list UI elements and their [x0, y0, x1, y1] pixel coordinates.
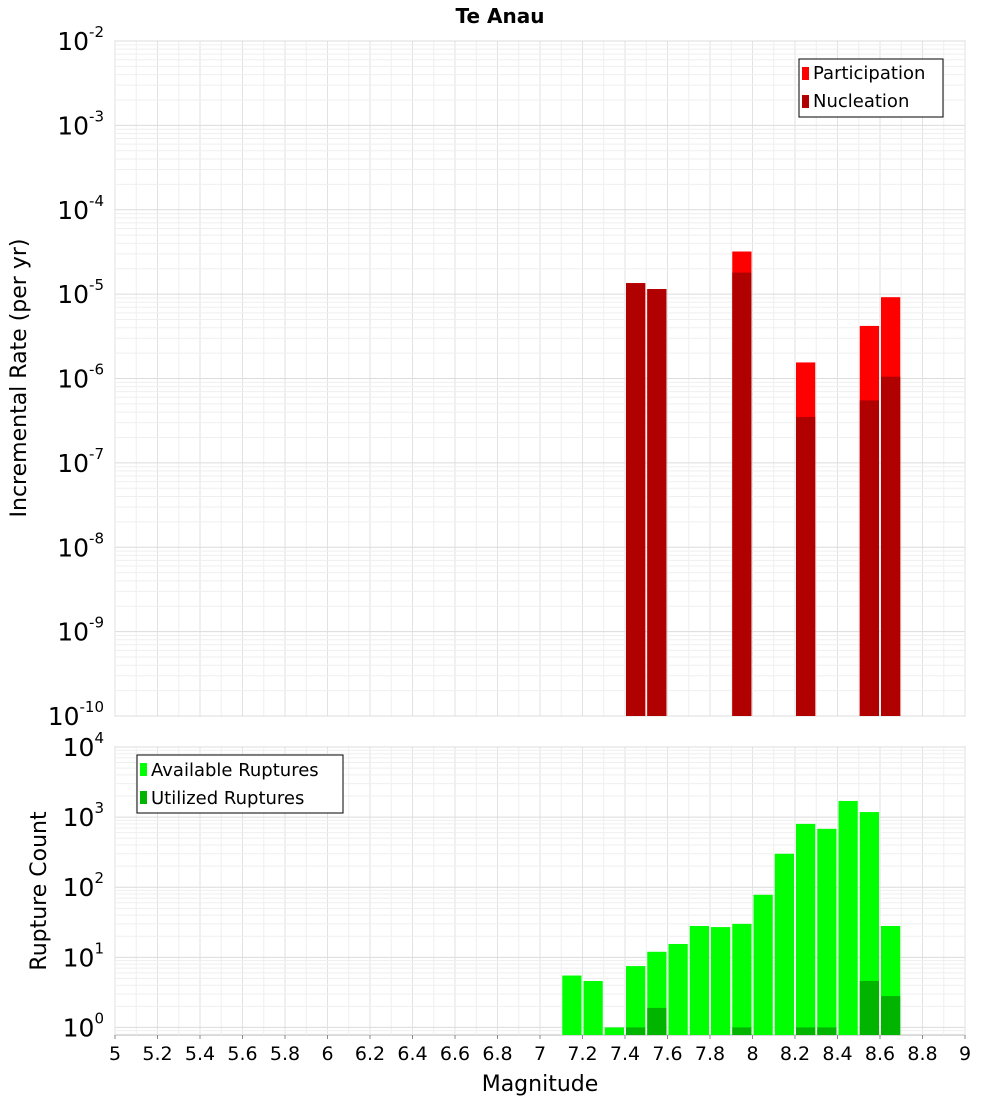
count-y-tick-label: 101: [63, 939, 104, 972]
rate-y-tick-label: 10-10: [48, 698, 104, 731]
rate-legend: Participation Nucleation: [798, 58, 944, 118]
x-tick-label: 7.8: [695, 1043, 725, 1065]
x-tick-label: 6.4: [397, 1043, 427, 1065]
rate-bar-nucleation: [626, 283, 646, 716]
x-tick-label: 5.4: [185, 1043, 215, 1065]
x-tick-label: 7.2: [567, 1043, 597, 1065]
count-bar-utilized-ruptures: [796, 1027, 816, 1035]
x-tick-label: 7.4: [610, 1043, 640, 1065]
rate-y-tick-label: 10-5: [57, 276, 104, 309]
count-bar-available-ruptures: [583, 980, 603, 1035]
x-tick-label: 8.6: [865, 1043, 895, 1065]
legend-label-nucleation: Nucleation: [813, 91, 909, 112]
count-y-ticks: 100 101 102 103 104: [63, 729, 104, 1042]
count-y-tick-label: 102: [63, 869, 104, 902]
x-tick-label: 6.8: [482, 1043, 512, 1065]
count-bar-available-ruptures: [859, 812, 879, 1035]
count-bar-available-ruptures: [774, 853, 794, 1035]
x-tick-label: 8: [746, 1043, 758, 1065]
x-tick-label: 8.8: [907, 1043, 937, 1065]
count-bar-utilized-ruptures: [859, 980, 879, 1035]
x-tick-label: 5: [109, 1043, 121, 1065]
rate-gridlines: [114, 40, 966, 717]
rate-y-tick-label: 10-7: [57, 445, 104, 478]
count-bar-available-ruptures: [732, 923, 752, 1035]
rate-y-tick-label: 10-3: [57, 107, 104, 140]
chart-title: Te Anau: [456, 4, 545, 28]
count-bar-available-ruptures: [604, 1027, 624, 1035]
x-tick-label: 6: [321, 1043, 333, 1065]
rate-y-tick-label: 10-6: [57, 361, 104, 394]
x-tick-label: 6.6: [440, 1043, 470, 1065]
rate-legend-box: [798, 58, 944, 118]
count-bar-utilized-ruptures: [626, 1027, 646, 1035]
rate-y-tick-label: 10-9: [57, 614, 104, 647]
rate-bar-nucleation: [732, 272, 752, 716]
count-bar-available-ruptures: [562, 975, 582, 1035]
x-tick-label: 8.4: [822, 1043, 852, 1065]
count-legend: Available Ruptures Utilized Ruptures: [136, 754, 344, 814]
rate-y-tick-label: 10-8: [57, 529, 104, 562]
x-tick-label: 5.8: [270, 1043, 300, 1065]
legend-label-utilized: Utilized Ruptures: [151, 788, 304, 809]
x-tick-label: 5.2: [142, 1043, 172, 1065]
rate-y-tick-label: 10-4: [57, 192, 104, 225]
x-tick-label: 7.6: [652, 1043, 682, 1065]
x-tick-label: 5.6: [227, 1043, 257, 1065]
count-bar-utilized-ruptures: [817, 1027, 837, 1035]
count-bar-available-ruptures: [838, 800, 858, 1035]
count-bar-utilized-ruptures: [732, 1027, 752, 1035]
x-tick-label: 7: [534, 1043, 546, 1065]
x-axis-label: Magnitude: [482, 1072, 599, 1097]
count-bar-available-ruptures: [668, 943, 688, 1035]
count-y-axis-label: Rupture Count: [27, 811, 52, 971]
rate-bar-nucleation: [859, 400, 879, 716]
count-bar-utilized-ruptures: [647, 1007, 667, 1035]
rate-plot-panel: 10-10 10-9 10-8 10-7 10-6 10-5 10-4 10-3 10-2 In…: [7, 23, 966, 731]
legend-swatch-utilized: [140, 791, 147, 804]
rate-bar-nucleation: [647, 289, 667, 716]
x-tick-label: 8.2: [780, 1043, 810, 1065]
count-bar-available-ruptures: [817, 828, 837, 1035]
count-bar-available-ruptures: [753, 894, 773, 1035]
x-tick-label: 9: [959, 1043, 971, 1065]
rate-y-axis-label: Incremental Rate (per yr): [7, 239, 32, 518]
count-bar-available-ruptures: [796, 823, 816, 1035]
count-y-tick-label: 103: [63, 799, 104, 832]
rate-bars: [626, 251, 901, 716]
rate-y-tick-label: 10-2: [57, 23, 104, 56]
legend-label-available: Available Ruptures: [151, 760, 319, 781]
legend-swatch-participation: [802, 67, 809, 80]
count-legend-box: [136, 754, 344, 814]
count-bar-available-ruptures: [626, 966, 646, 1035]
legend-swatch-available: [140, 763, 147, 776]
rate-y-ticks: 10-10 10-9 10-8 10-7 10-6 10-5 10-4 10-3 10-2: [48, 23, 104, 731]
legend-swatch-nucleation: [802, 95, 809, 108]
rate-bar-nucleation: [881, 376, 901, 716]
count-bars: [562, 800, 901, 1035]
magnitude-x-ticks: 5 5.2 5.4 5.6 5.8 6 6.2 6.4 6.6 6.8 7 7.2 7.4 7.6 7.8 8…: [109, 1035, 971, 1065]
count-bar-utilized-ruptures: [881, 996, 901, 1035]
rate-bar-nucleation: [796, 416, 816, 716]
x-tick-label: 6.2: [355, 1043, 385, 1065]
count-y-tick-label: 104: [63, 729, 104, 762]
legend-label-participation: Participation: [813, 63, 925, 84]
count-y-tick-label: 100: [63, 1009, 104, 1042]
count-bar-available-ruptures: [711, 927, 731, 1035]
count-plot-panel: 100 101 102 103 104 5 5.2 5.4 5.6 5.8 6 6.2 6.4 6.6 6…: [27, 729, 971, 1097]
count-bar-available-ruptures: [689, 925, 709, 1035]
